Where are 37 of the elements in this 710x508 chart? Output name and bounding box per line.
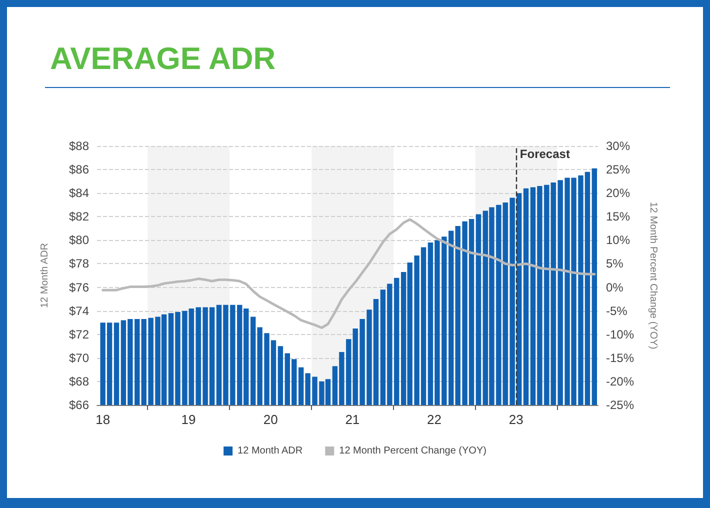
- y-tick-label: $66: [68, 398, 90, 412]
- y-tick-label: $70: [68, 350, 90, 365]
- x-tick-label: 19: [181, 412, 196, 427]
- y-tick-label: $68: [68, 374, 90, 388]
- x-tick-label: 21: [345, 412, 360, 427]
- y-tick-label: $80: [68, 233, 90, 248]
- y-tick-label: $78: [68, 256, 90, 271]
- y2-tick-label: -20%: [606, 374, 634, 388]
- x-tick-label: 23: [508, 412, 524, 427]
- legend-label: 12 Month Percent Change (YOY): [339, 446, 486, 456]
- x-tick-label: 22: [427, 412, 442, 427]
- y-tick-label: $88: [68, 139, 90, 153]
- y2-tick-label: 20%: [606, 186, 630, 200]
- y2-tick-label: 15%: [606, 210, 630, 224]
- y-axis-title: 12 Month ADR: [40, 242, 50, 308]
- y-tick-label: $76: [68, 280, 90, 294]
- y2-tick-label: 30%: [606, 139, 630, 153]
- y-tick-label: $84: [68, 186, 90, 200]
- legend-label: 12 Month ADR: [238, 446, 303, 456]
- y2-tick-label: 25%: [606, 162, 630, 177]
- y2-tick-label: -15%: [606, 350, 634, 365]
- y-tick-label: $86: [68, 162, 90, 177]
- y-tick-label: $72: [68, 327, 90, 342]
- line-series: [102, 218, 596, 330]
- chart-title: AVERAGE ADR: [50, 41, 276, 76]
- y2-tick-label: 0%: [606, 280, 624, 294]
- y2-tick-label: -10%: [606, 327, 634, 342]
- y2-tick-label: -5%: [606, 304, 628, 318]
- y-tick-label: $74: [68, 304, 90, 318]
- y2-tick-label: 10%: [606, 233, 630, 248]
- x-tick-label: 20: [263, 412, 278, 427]
- y2-tick-label: 5%: [606, 256, 624, 271]
- x-tick-label: 18: [96, 412, 110, 427]
- y-tick-label: $82: [68, 210, 90, 224]
- ref-line-label: Forecast: [520, 147, 570, 161]
- y2-tick-label: -25%: [606, 398, 634, 412]
- y2-axis-title: 12 Month Percent Change (YOY): [648, 202, 658, 350]
